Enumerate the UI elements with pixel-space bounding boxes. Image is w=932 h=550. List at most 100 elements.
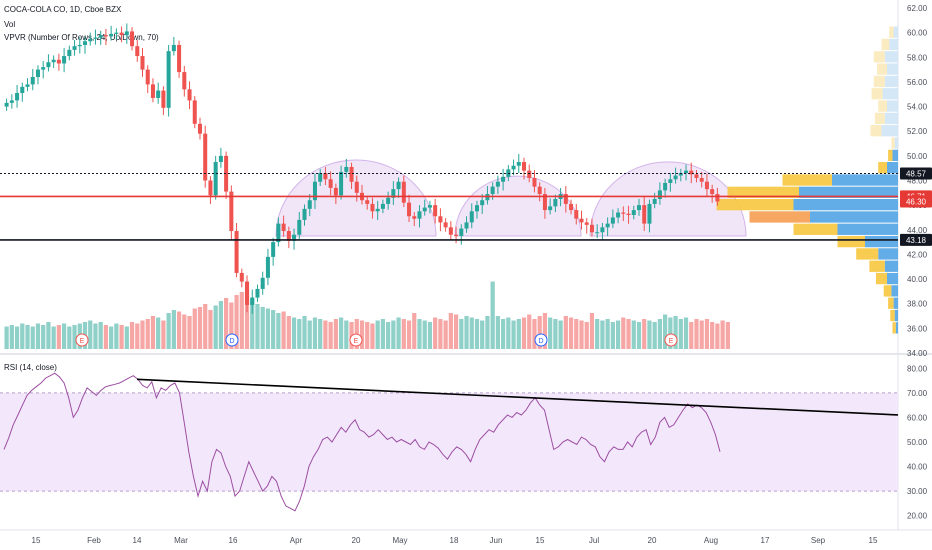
- volume-bar: [427, 322, 433, 349]
- volume-bar: [663, 314, 668, 349]
- vp-down-bar: [871, 88, 883, 100]
- candle-body: [621, 212, 626, 214]
- candle-body: [286, 231, 291, 241]
- vp-up-bar: [894, 309, 898, 322]
- candle-body: [56, 59, 61, 64]
- price-tick-label: 62.00: [907, 4, 928, 13]
- rsi-tick-label: 20.00: [907, 512, 928, 521]
- volume-bar: [511, 320, 516, 349]
- volume-bar: [636, 322, 642, 349]
- volume-bar: [401, 319, 406, 349]
- volume-bar: [365, 322, 370, 349]
- dividend-marker[interactable]: [534, 333, 548, 347]
- candle-body: [495, 181, 500, 187]
- vp-up-bar: [832, 174, 898, 186]
- volume-bar: [250, 299, 255, 349]
- price-tick-label: 42.00: [907, 250, 928, 259]
- vol-legend[interactable]: Vol: [4, 20, 16, 29]
- volume-bar: [67, 326, 72, 349]
- rsi-tick-label: 60.00: [907, 413, 928, 422]
- candle-body: [46, 62, 51, 68]
- symbol-legend[interactable]: COCA-COLA CO, 1D, Cboe BZX: [4, 5, 122, 14]
- vp-down-bar: [891, 137, 895, 149]
- volume-bar: [375, 320, 380, 349]
- candle-body: [140, 56, 145, 70]
- volume-bar: [271, 310, 276, 349]
- volume-bar: [176, 311, 182, 349]
- vp-up-bar: [893, 26, 898, 38]
- candle-body: [673, 175, 678, 180]
- volume-bar: [433, 317, 438, 349]
- vpvr-legend[interactable]: VPVR (Number Of Rows, 24, Up/Down, 70): [4, 33, 159, 42]
- rsi-band: [0, 392, 898, 492]
- volume-bar: [548, 317, 553, 349]
- volume-bar: [213, 305, 218, 349]
- vp-up-bar: [793, 198, 898, 211]
- vp-up-bar: [887, 100, 898, 112]
- candle-body: [145, 69, 150, 85]
- x-tick-label: Apr: [290, 536, 303, 545]
- vp-down-bar: [716, 198, 794, 211]
- vp-up-bar: [878, 248, 898, 260]
- x-tick-label: 18: [450, 536, 459, 545]
- earnings-marker[interactable]: [349, 333, 363, 347]
- candle-body: [161, 90, 166, 108]
- vp-down-bar: [878, 162, 887, 174]
- candle-body: [589, 224, 594, 233]
- candle-body: [245, 281, 250, 305]
- volume-bar: [689, 322, 694, 349]
- volume-bar: [600, 320, 605, 349]
- volume-bar: [506, 317, 511, 349]
- vp-down-bar: [749, 211, 810, 223]
- price-tick-label: 60.00: [907, 29, 928, 38]
- candle-body: [20, 86, 25, 94]
- vp-down-bar: [856, 248, 879, 260]
- rsi-tick-label: 70.00: [907, 389, 928, 398]
- candle-body: [271, 242, 276, 257]
- vp-up-bar: [891, 285, 898, 297]
- candle-body: [616, 212, 621, 218]
- candle-body: [354, 181, 359, 193]
- volume-bar: [626, 319, 631, 349]
- candle-body: [480, 200, 485, 206]
- price-tag: [900, 167, 932, 180]
- candle-body: [636, 205, 642, 211]
- earnings-marker[interactable]: [75, 333, 89, 347]
- vp-up-bar: [894, 137, 898, 149]
- volume-bar: [584, 322, 589, 349]
- volume-bar: [72, 325, 77, 349]
- candle-body: [130, 31, 135, 47]
- candle-body: [156, 90, 161, 98]
- vp-down-bar: [873, 51, 885, 63]
- candle-body: [344, 166, 349, 172]
- candle-body: [443, 222, 448, 228]
- price-tick-label: 44.00: [907, 226, 928, 235]
- volume-bar: [56, 325, 61, 349]
- candle-body: [370, 203, 375, 212]
- vp-up-bar: [895, 322, 898, 334]
- volume-bar: [710, 322, 715, 349]
- vp-down-bar: [888, 149, 893, 162]
- rsi-tick-label: 80.00: [907, 364, 928, 373]
- candle-body: [663, 182, 668, 191]
- volume-bar: [391, 320, 396, 349]
- candle-body: [318, 173, 323, 182]
- marker-letter: E: [354, 338, 359, 345]
- volume-bar: [370, 323, 375, 349]
- volume-bar: [715, 323, 720, 349]
- candle-body: [15, 93, 20, 101]
- volume-bar: [485, 316, 490, 349]
- rsi-legend[interactable]: RSI (14, close): [4, 363, 57, 372]
- candle-body: [229, 191, 234, 232]
- volume-bar: [244, 289, 250, 349]
- dividend-marker[interactable]: [225, 333, 239, 347]
- volume-bar: [579, 320, 584, 349]
- volume-bar: [563, 316, 568, 349]
- volume-bar: [224, 298, 229, 349]
- volume-bar: [218, 301, 224, 349]
- candle-body: [109, 33, 114, 37]
- price-tick-label: 40.00: [907, 275, 928, 284]
- earnings-marker[interactable]: [664, 333, 678, 347]
- volume-bar: [192, 308, 197, 349]
